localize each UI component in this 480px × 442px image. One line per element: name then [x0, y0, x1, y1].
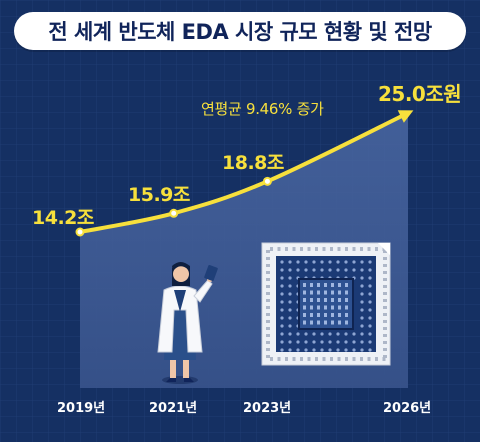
x-tick-2021: 2021년 [149, 401, 198, 416]
data-point-2021 [169, 208, 179, 218]
x-tick-2026: 2026년 [383, 401, 432, 416]
arrow-head [397, 110, 414, 123]
chip-illustration [261, 242, 391, 366]
chart-title-text: 전 세계 반도체 EDA 시장 규모 현황 및 전망 [48, 20, 432, 44]
data-label-2023: 18.8조 [222, 152, 284, 174]
x-tick-2023: 2023년 [243, 401, 292, 416]
x-tick-2019: 2019년 [57, 401, 106, 416]
data-label-2026: 25.0조원 [378, 82, 462, 106]
data-point-2023 [262, 176, 272, 186]
engineer-illustration [157, 262, 218, 384]
chart-title: 전 세계 반도체 EDA 시장 규모 현황 및 전망 [14, 12, 466, 50]
data-point-2019 [75, 227, 85, 237]
data-label-2019: 14.2조 [32, 207, 94, 229]
data-label-2021: 15.9조 [128, 184, 190, 206]
series-line [78, 111, 410, 234]
annotation-cagr: 연평균 9.46% 증가 [201, 100, 324, 118]
